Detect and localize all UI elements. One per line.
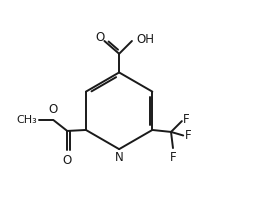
Text: OH: OH — [137, 32, 155, 46]
Text: F: F — [185, 129, 191, 142]
Text: N: N — [115, 151, 123, 165]
Text: F: F — [170, 151, 176, 164]
Text: CH₃: CH₃ — [17, 115, 37, 125]
Text: O: O — [48, 103, 57, 116]
Text: O: O — [96, 31, 105, 44]
Text: O: O — [63, 154, 72, 167]
Text: F: F — [183, 113, 189, 126]
